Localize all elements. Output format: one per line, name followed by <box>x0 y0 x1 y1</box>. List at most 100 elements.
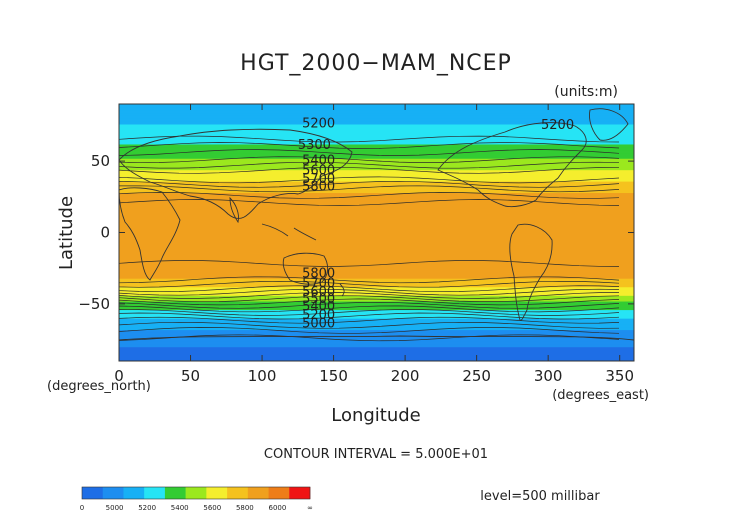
color-band <box>119 132 634 136</box>
contour-line <box>119 142 620 149</box>
color-band <box>119 275 634 279</box>
colorbar-label: 5000 <box>106 504 124 512</box>
colorbar-label: 6000 <box>269 504 287 512</box>
colorbar-frame <box>81 486 311 500</box>
color-band <box>119 118 634 122</box>
color-band <box>119 269 634 273</box>
color-band <box>119 195 634 199</box>
colorbar: 0 5000 5200 5400 5600 5800 6000 ∞ <box>80 486 313 512</box>
color-band <box>119 203 634 208</box>
color-band <box>119 212 634 216</box>
color-band <box>119 126 634 131</box>
color-band <box>119 355 634 359</box>
colorbar-segment <box>247 487 269 499</box>
color-band <box>119 243 634 248</box>
color-band <box>119 152 634 156</box>
color-band <box>119 281 634 285</box>
color-band <box>119 178 634 182</box>
contour-label: 5300 <box>298 138 331 153</box>
contour-label: 5200 <box>302 308 335 323</box>
contour-line <box>119 180 620 188</box>
color-band <box>119 238 634 242</box>
color-band <box>119 278 634 282</box>
color-band <box>119 266 634 271</box>
color-band <box>119 286 634 291</box>
x-tick-label: 50 <box>181 367 200 385</box>
contour-line <box>119 149 620 156</box>
color-band <box>119 221 634 225</box>
color-band <box>119 341 634 345</box>
color-band <box>119 263 634 268</box>
chart-title: HGT_2000−MAM_NCEP <box>240 51 512 76</box>
colorbar-segment <box>102 487 124 499</box>
color-band <box>119 115 634 119</box>
color-band <box>119 223 634 228</box>
color-band <box>119 349 634 353</box>
color-band <box>119 252 634 256</box>
colorbar-label: 5600 <box>203 504 221 512</box>
color-band <box>119 138 634 142</box>
contour-label: 5200 <box>302 117 335 132</box>
color-band <box>119 189 634 194</box>
colorbar-segment <box>289 487 311 499</box>
contour-interval-text: CONTOUR INTERVAL = 5.000E+01 <box>264 447 488 462</box>
contour-line <box>119 316 620 324</box>
colorbar-segment <box>144 487 166 499</box>
color-band <box>119 335 634 339</box>
color-band <box>119 123 634 128</box>
contour-line <box>119 305 620 313</box>
color-band <box>119 112 634 116</box>
contour-label: 5800 <box>302 179 335 194</box>
contour-line <box>119 260 620 267</box>
color-band <box>119 181 634 185</box>
color-band <box>119 358 634 361</box>
color-band <box>119 261 634 265</box>
color-band <box>119 192 634 196</box>
contour-line <box>119 166 620 174</box>
x-tick-label: 150 <box>319 367 348 385</box>
colorbar-label: 5200 <box>138 504 156 512</box>
color-band <box>119 295 634 299</box>
contour-line <box>119 321 620 329</box>
color-band <box>119 306 634 311</box>
contour-line <box>119 156 620 164</box>
color-band <box>119 141 634 145</box>
contour-line <box>119 276 620 284</box>
contour-label: 5600 <box>302 164 335 179</box>
color-band <box>119 135 634 139</box>
y-unit-label: (degrees_north) <box>47 379 151 394</box>
color-band <box>119 338 634 342</box>
y-axis-label: Latitude <box>56 196 77 270</box>
contour-label: 5700 <box>302 172 335 187</box>
coastline-outlines <box>119 108 634 341</box>
color-band <box>119 343 634 348</box>
contour-line <box>119 295 620 303</box>
color-band <box>119 158 634 162</box>
x-unit-label: (degrees_east) <box>552 388 649 403</box>
contour-line <box>119 309 620 316</box>
contour-line <box>119 301 620 309</box>
color-band <box>119 303 634 308</box>
color-bands <box>119 104 634 361</box>
colorbar-segment <box>185 487 207 499</box>
color-band <box>119 258 634 262</box>
color-band <box>119 149 634 154</box>
plot-area: 5200 520053005400560057005800580057005600… <box>119 104 634 361</box>
x-tick-label: 100 <box>248 367 277 385</box>
y-tick-label: 50 <box>91 152 110 170</box>
color-band <box>119 172 634 176</box>
y-tick-label: 0 <box>100 224 110 242</box>
contour-label: 5000 <box>302 316 335 331</box>
colorbar-label: 0 <box>80 504 84 512</box>
contour-line <box>119 199 620 206</box>
colorbar-label: ∞ <box>307 504 313 512</box>
color-band <box>119 143 634 148</box>
color-band <box>119 161 634 165</box>
color-band <box>119 121 634 125</box>
contour-label: 5800 <box>302 266 335 281</box>
color-band <box>119 255 634 259</box>
color-band <box>119 229 634 233</box>
colorbar-segment <box>123 487 145 499</box>
color-band <box>119 232 634 236</box>
x-ticks: 0 50 100 150 200 250 300 350 <box>114 104 634 385</box>
